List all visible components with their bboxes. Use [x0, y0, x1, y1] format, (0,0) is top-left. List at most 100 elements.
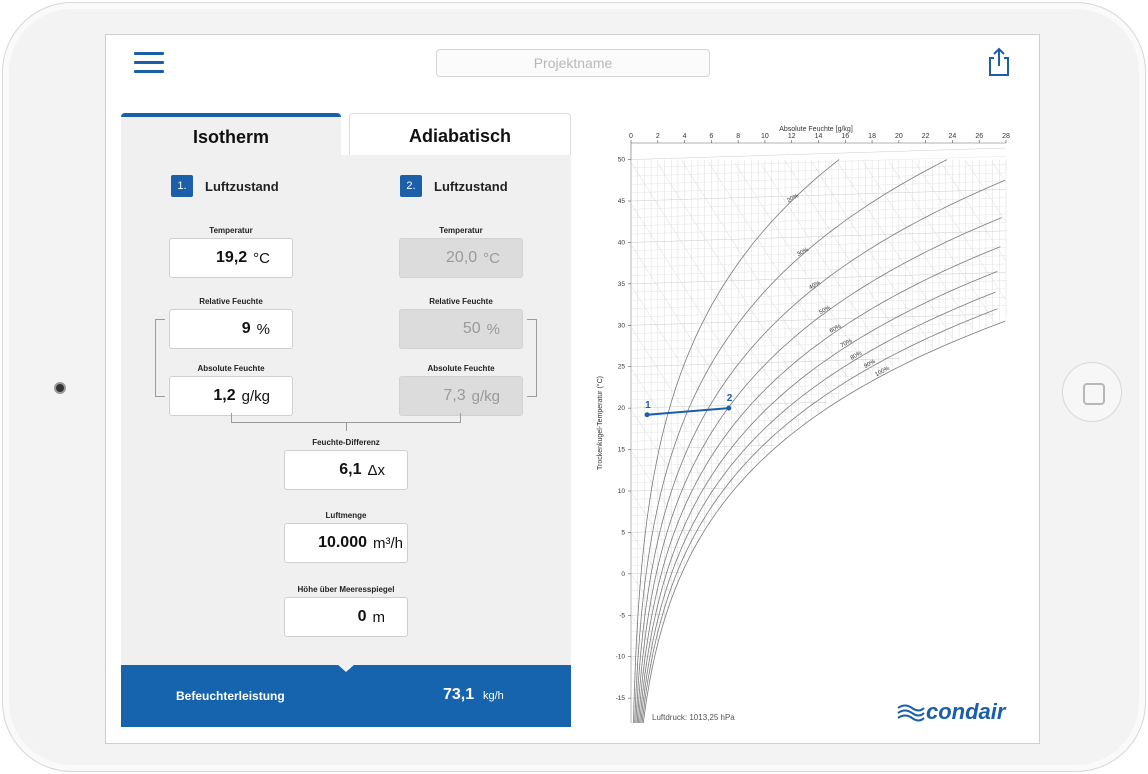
rh-curve-label: 70% — [840, 338, 854, 349]
state2-number: 2. — [400, 175, 422, 197]
airflow-field[interactable]: 10.000 m³/h — [284, 523, 408, 563]
grid-enthalpy-line — [942, 164, 1007, 261]
grid-isotherm-line — [630, 247, 1007, 260]
humidity-diff-unit: Δx — [367, 461, 385, 479]
state1-rel-humidity-label: Relative Feuchte — [199, 297, 263, 306]
state2-rel-humidity-value: 50 — [462, 320, 481, 337]
y-tick-label: -5 — [619, 612, 625, 619]
state2-temperature-field: 20,0 °C — [399, 238, 523, 278]
grid-isotherm-line — [630, 288, 1007, 301]
process-point-label: 1 — [645, 400, 651, 411]
state1-rel-humidity-field[interactable]: 9 % — [169, 309, 293, 349]
state2-abs-humidity-label: Absolute Feuchte — [427, 364, 495, 373]
project-name-input[interactable] — [436, 49, 710, 77]
grid-enthalpy-line — [630, 573, 662, 621]
state1-temperature-value: 19,2 — [216, 249, 248, 266]
grid-enthalpy-line — [707, 161, 856, 390]
state1-temperature-field[interactable]: 19,2 °C — [169, 238, 293, 278]
process-point-1 — [644, 412, 650, 418]
altitude-field[interactable]: 0 m — [284, 597, 408, 637]
altitude-value: 0 — [357, 608, 367, 625]
x-tick-label: 28 — [1002, 133, 1010, 140]
chart-ticks: 0 2 4 6 8 10 12 14 16 18 20 22 24 26 28504540353025201… — [616, 133, 1010, 702]
grid-enthalpy-line — [657, 163, 819, 414]
panel-body: 1. Luftzustand 2. Luftzustand Temperatur… — [121, 155, 571, 667]
grid-isotherm-line — [630, 272, 1007, 285]
airflow-value: 10.000 — [318, 534, 367, 551]
rh-curve — [635, 179, 1006, 724]
grid-enthalpy-line — [630, 161, 799, 424]
y-tick-label: 40 — [618, 239, 626, 246]
grid-enthalpy-line — [630, 532, 672, 595]
grid-enthalpy-line — [861, 159, 973, 329]
state1-abs-humidity-field[interactable]: 1,2 g/kg — [169, 376, 293, 416]
state2-temperature-value: 20,0 — [446, 249, 478, 266]
grid-isotherm-line — [630, 410, 816, 417]
grid-isotherm-line — [630, 238, 1007, 251]
y-tick-label: 35 — [618, 281, 626, 288]
state1-abs-humidity-unit: g/kg — [241, 387, 270, 405]
x-tick-label: 24 — [949, 133, 957, 140]
grid-enthalpy-line — [630, 367, 719, 503]
x-tick-label: 10 — [761, 133, 769, 140]
process-segment — [646, 407, 729, 416]
state2-bracket — [527, 319, 537, 397]
grid-isotherm-line — [630, 401, 828, 409]
state2-temperature-label: Temperatur — [439, 226, 483, 235]
state2-abs-humidity-field: 7,3 g/kg — [399, 376, 523, 416]
y-tick-label: -15 — [616, 695, 626, 702]
grid-isotherm-line — [630, 255, 1007, 268]
y-tick-label: 25 — [618, 364, 626, 371]
grid-isotherm-line — [630, 296, 1007, 309]
rh-curve-label: 80% — [850, 350, 864, 361]
grid-isotherm-line — [630, 222, 1007, 235]
grid-isotherm-line — [630, 172, 1007, 185]
rh-curve — [642, 320, 1006, 724]
grid-enthalpy-line — [784, 160, 913, 357]
y-tick-label: 20 — [618, 405, 626, 412]
grid-isotherm-line — [630, 305, 1007, 318]
process-point-label: 2 — [727, 393, 733, 404]
x-tick-label: 2 — [656, 133, 660, 140]
rh-curve-label: 20% — [786, 193, 800, 204]
state1-abs-humidity-label: Absolute Feuchte — [197, 364, 265, 373]
grid-enthalpy-line — [811, 161, 933, 347]
rh-curve-label: 50% — [818, 305, 832, 316]
tab-adiabatisch[interactable]: Adiabatisch — [349, 113, 571, 155]
rh-curve — [636, 217, 1002, 724]
rh-curve-label: 30% — [796, 247, 810, 258]
y-tick-label: 30 — [618, 322, 626, 329]
result-label: Befeuchterleistung — [176, 689, 285, 703]
home-button[interactable] — [1062, 362, 1122, 422]
grid-isotherm-line — [630, 322, 974, 334]
camera — [54, 382, 66, 394]
condair-wave-icon — [897, 704, 925, 722]
process-point-2 — [726, 405, 732, 411]
humidity-diff-value: 6,1 — [339, 461, 362, 478]
state2-rel-humidity-label: Relative Feuchte — [429, 297, 493, 306]
chart-title: Absolute Feuchte [g/kg] — [779, 126, 853, 133]
grid-enthalpy-line — [681, 159, 836, 399]
condair-logo: condair — [896, 699, 1026, 729]
share-icon[interactable] — [986, 47, 1012, 77]
grid-enthalpy-line — [630, 203, 782, 438]
menu-icon[interactable] — [134, 52, 164, 74]
top-bar — [106, 35, 1039, 91]
grid-enthalpy-line — [630, 326, 735, 488]
state1-temperature-unit: °C — [253, 249, 270, 267]
rh-curve — [641, 308, 998, 724]
grid-isotherm-line — [630, 393, 841, 401]
result-value: 73,1 — [443, 686, 475, 703]
rh-curve — [639, 271, 998, 724]
grid-isotherm-line — [630, 147, 1007, 160]
grid-isotherm-line — [630, 358, 900, 367]
tab-isotherm[interactable]: Isotherm — [121, 113, 341, 155]
grid-enthalpy-line — [630, 450, 692, 544]
state2-abs-humidity-unit: g/kg — [471, 387, 500, 405]
grid-isotherm-line — [630, 164, 1007, 177]
result-bar: Befeuchterleistung 73,1 kg/h — [121, 664, 571, 727]
grid-isotherm-line — [630, 156, 1007, 169]
grid-enthalpy-line — [630, 285, 749, 468]
state1-rel-humidity-value: 9 — [241, 320, 251, 337]
diff-bracket — [231, 413, 461, 423]
